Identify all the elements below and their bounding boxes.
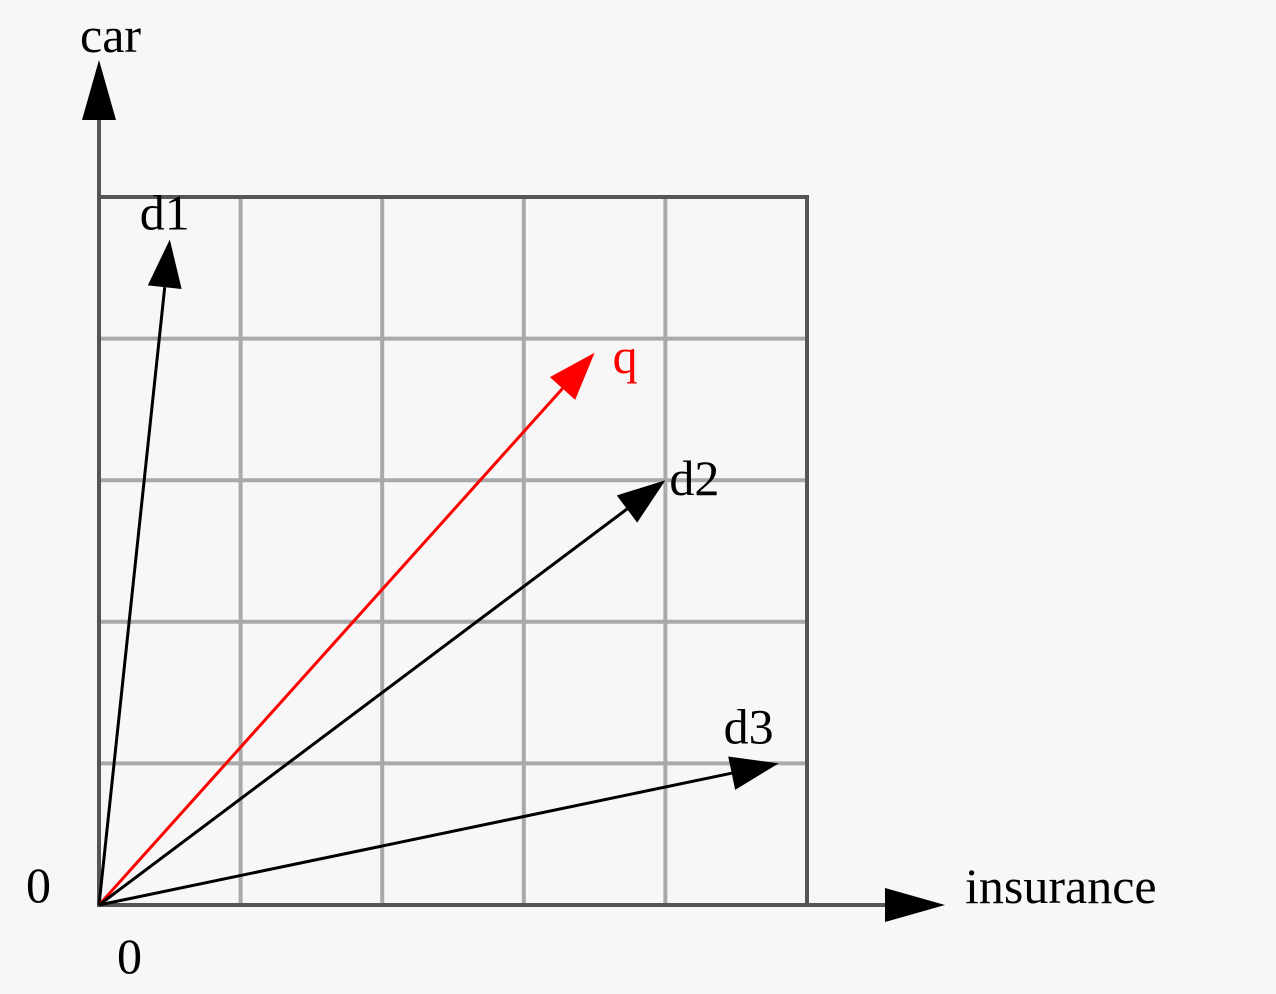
- vector-d2-arrowhead: [616, 480, 666, 523]
- vector-q-label: q: [613, 328, 638, 384]
- x-axis-label: insurance: [965, 858, 1157, 914]
- vector-d1-label: d1: [140, 184, 190, 240]
- vector-q-arrowhead: [549, 352, 595, 400]
- y-axis-label: car: [80, 7, 141, 63]
- vectors: d1 q d2 d3: [97, 184, 779, 907]
- y-axis-arrowhead: [82, 60, 116, 120]
- vector-d1-arrowhead: [147, 239, 182, 290]
- grid: [99, 197, 807, 905]
- vector-d2-label: d2: [669, 450, 719, 506]
- vector-d2-line: [98, 507, 628, 907]
- vector-d3-arrowhead: [728, 756, 779, 790]
- vector-d3-label: d3: [724, 698, 774, 754]
- vector-d3-line: [98, 771, 732, 907]
- y-origin-label: 0: [26, 857, 51, 913]
- vector-d1-line: [97, 287, 167, 906]
- x-axis-arrowhead: [885, 888, 945, 922]
- vector-q-line: [97, 387, 564, 907]
- grid-frame: [97, 195, 809, 907]
- x-origin-label: 0: [117, 928, 142, 984]
